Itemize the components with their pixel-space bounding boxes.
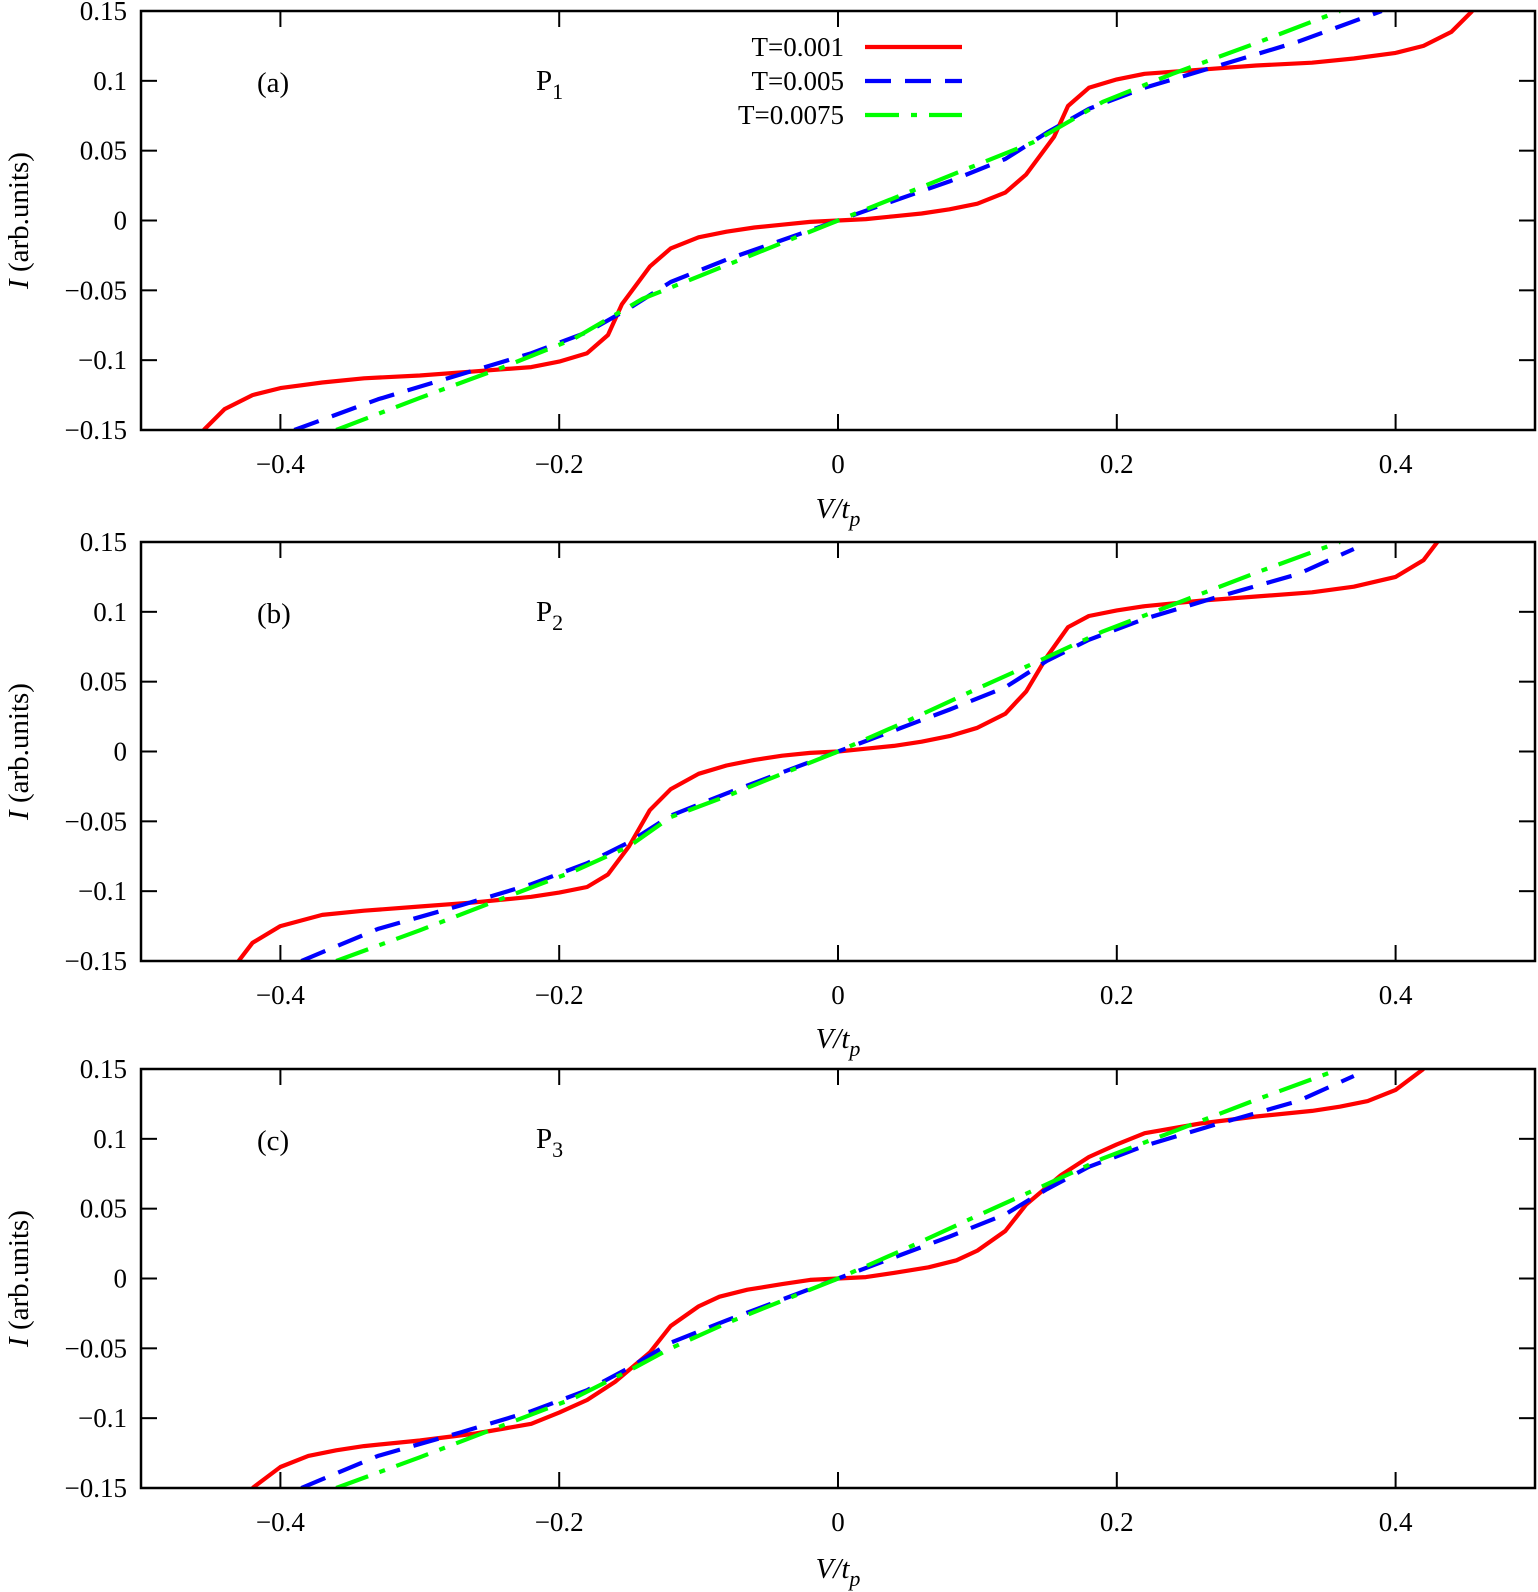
x-tick-label: 0.2 (1100, 449, 1134, 479)
x-tick-label: 0 (831, 449, 845, 479)
y-axis-label: I (arb.units) (3, 683, 35, 821)
series-line-t-0-0075 (335, 542, 1341, 961)
parameter-annotation: P3 (536, 1123, 563, 1162)
y-tick-label: 0.15 (80, 527, 127, 557)
y-tick-label: −0.15 (65, 415, 127, 445)
panel-b: −0.4 −0.2 0 0.2 0.4 −0.15 −0.1 −0.05 0 0.05 0.1 0.1… (3, 527, 1537, 1061)
x-tick-label: −0.4 (256, 449, 305, 479)
series-group (202, 11, 1474, 430)
x-tick-label: 0 (831, 1507, 845, 1537)
y-tick-label: 0.05 (80, 667, 127, 697)
series-line-t-0-0075 (335, 1069, 1341, 1488)
y-tick-label: 0 (114, 737, 128, 767)
x-tick-label: −0.2 (535, 980, 584, 1010)
y-tick-label: 0.1 (93, 1124, 127, 1154)
panel-c: −0.4 −0.2 0 0.2 0.4 −0.15 −0.1 −0.05 0 0.05 0.1 0.1… (3, 1054, 1537, 1591)
x-tick-label: −0.4 (256, 980, 305, 1010)
y-tick-label: 0.05 (80, 1194, 127, 1224)
y-tick-label: −0.1 (78, 345, 127, 375)
y-tick-label: 0.1 (93, 66, 127, 96)
y-tick-label: −0.1 (78, 1403, 127, 1433)
x-tick-label: 0.4 (1379, 1507, 1413, 1537)
panel-label: (a) (257, 67, 289, 99)
y-tick-label: 0.15 (80, 0, 127, 26)
legend-label: T=0.001 (752, 32, 844, 62)
x-tick-label: −0.2 (535, 1507, 584, 1537)
x-tick-label: 0 (831, 980, 845, 1010)
x-axis-label: V/tp (816, 1553, 861, 1591)
panel-a: −0.4 −0.2 0 0.2 0.4 −0.15 −0.1 −0.05 0 0.05 0.1 0.1… (3, 0, 1537, 531)
y-tick-label: −0.05 (65, 1333, 127, 1363)
x-tick-label: 0.4 (1379, 449, 1413, 479)
parameter-annotation: P2 (536, 596, 563, 635)
y-tick-label: −0.15 (65, 946, 127, 976)
y-tick-label: −0.05 (65, 275, 127, 305)
x-tick-label: 0.4 (1379, 980, 1413, 1010)
y-tick-label: −0.1 (78, 876, 127, 906)
series-line-t-0-0075 (335, 11, 1341, 430)
x-tick-label: 0.2 (1100, 1507, 1134, 1537)
y-tick-label: 0.1 (93, 597, 127, 627)
y-tick-label: −0.15 (65, 1473, 127, 1503)
legend-label: T=0.0075 (738, 100, 844, 130)
legend-label: T=0.005 (752, 66, 844, 96)
panel-label: (b) (257, 598, 291, 630)
y-tick-label: −0.05 (65, 806, 127, 836)
x-tick-label: 0.2 (1100, 980, 1134, 1010)
y-axis-label: I (arb.units) (3, 152, 35, 290)
legend: T=0.001 T=0.005 T=0.0075 (738, 32, 962, 130)
panel-label: (c) (257, 1125, 289, 1157)
x-tick-label: −0.2 (535, 449, 584, 479)
series-group (251, 1069, 1425, 1488)
x-axis-label: V/tp (816, 493, 861, 531)
y-tick-label: 0.15 (80, 1054, 127, 1084)
series-group (236, 542, 1440, 961)
y-tick-label: 0 (114, 1264, 128, 1294)
x-tick-label: −0.4 (256, 1507, 305, 1537)
parameter-annotation: P1 (536, 65, 563, 104)
y-tick-label: 0.05 (80, 136, 127, 166)
y-axis-label: I (arb.units) (3, 1210, 35, 1348)
y-tick-label: 0 (114, 206, 128, 236)
x-axis-label: V/tp (816, 1023, 861, 1061)
